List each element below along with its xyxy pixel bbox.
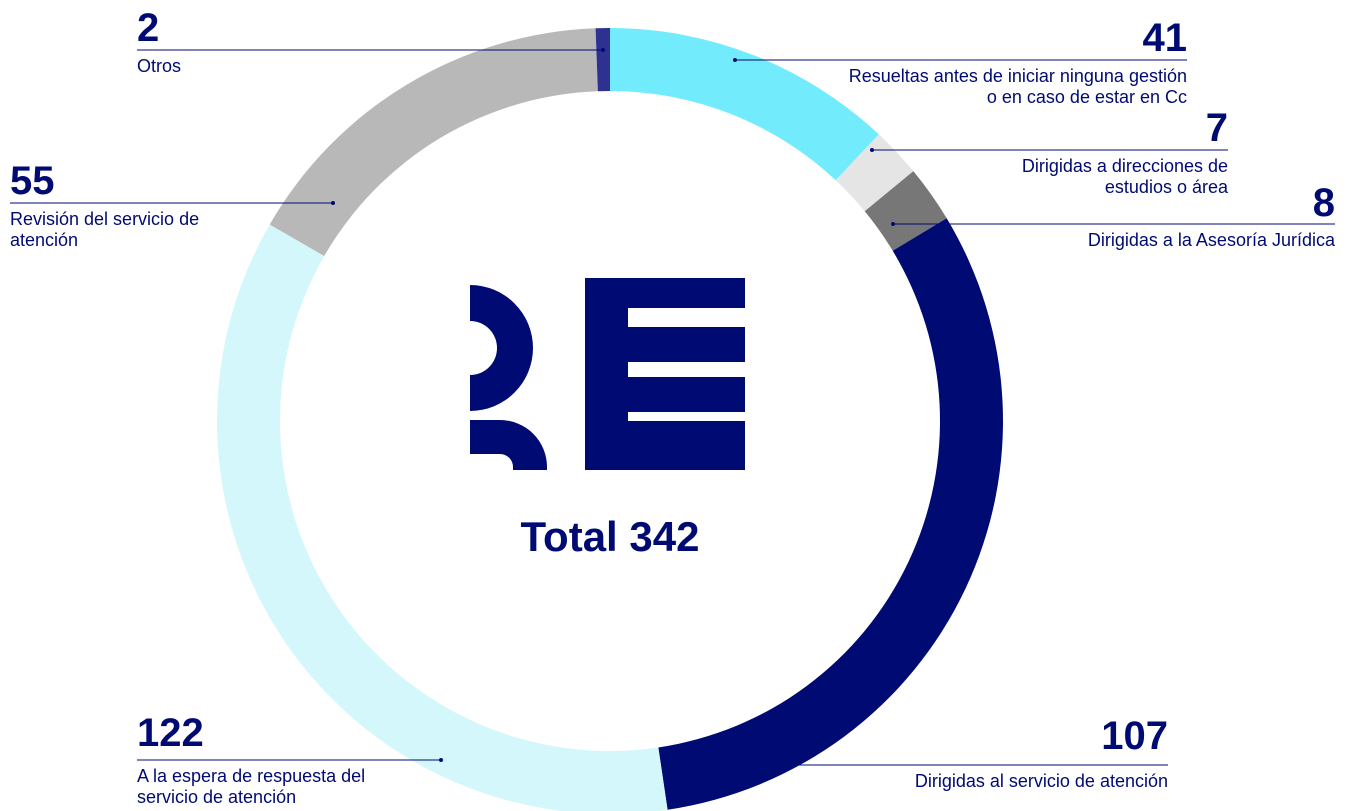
center-label: Total 342 [521,513,700,560]
leader-dot [439,758,443,762]
category-label: Resueltas antes de iniciar ninguna gesti… [848,66,1187,107]
donut-segment [835,134,914,212]
donut-segment [864,171,947,251]
category-label: Dirigidas al servicio de atención [914,771,1168,791]
label: 7 Dirigidas a direcciones de estudios o á… [960,108,1228,198]
logo-bar [628,421,745,452]
logo [470,278,745,470]
donut-segment [610,28,879,181]
value-label: 107 [1101,714,1168,758]
logo-bar [628,327,745,362]
label: 8 Dirigidas a la Asesoría Jurídica [1000,183,1335,251]
value-label: 55 [10,159,55,203]
leader-dot [331,201,335,205]
logo-bar [628,377,745,412]
value-label: 2 [137,6,160,50]
value-label: 41 [1142,16,1188,60]
leader-dot [870,148,874,152]
logo-bar [585,278,628,470]
label: 122 A la espera de respuesta del servicio… [137,713,377,808]
label: 55 Revisión del servicio de atención [10,161,220,251]
logo-hook [470,420,547,470]
category-label: A la espera de respuesta del servicio de… [137,766,366,807]
label: 2 Otros [137,8,337,77]
value-label: 7 [1205,106,1228,150]
label: 41 Resueltas antes de iniciar ninguna ges… [842,18,1187,108]
category-label: Dirigidas a direcciones de estudios o ár… [1021,156,1228,197]
value-label: 8 [1312,181,1335,225]
leader-dot [891,222,895,226]
logo-arc [470,285,533,411]
value-label: 122 [137,711,204,755]
leader-dot [733,58,737,62]
category-label: Otros [137,56,182,76]
donut-segment [658,218,1003,810]
donut-segment [269,28,598,257]
label: 107 Dirigidas al servicio de atención [840,716,1168,792]
donut-segment [217,224,668,811]
leader-dot [768,763,772,767]
category-label: Dirigidas a la Asesoría Jurídica [1087,230,1335,250]
logo-bar [585,452,745,470]
logo-bar [585,278,745,308]
leader-dot [601,48,605,52]
category-label: Revisión del servicio de atención [10,209,200,250]
donut-segment [595,28,610,92]
